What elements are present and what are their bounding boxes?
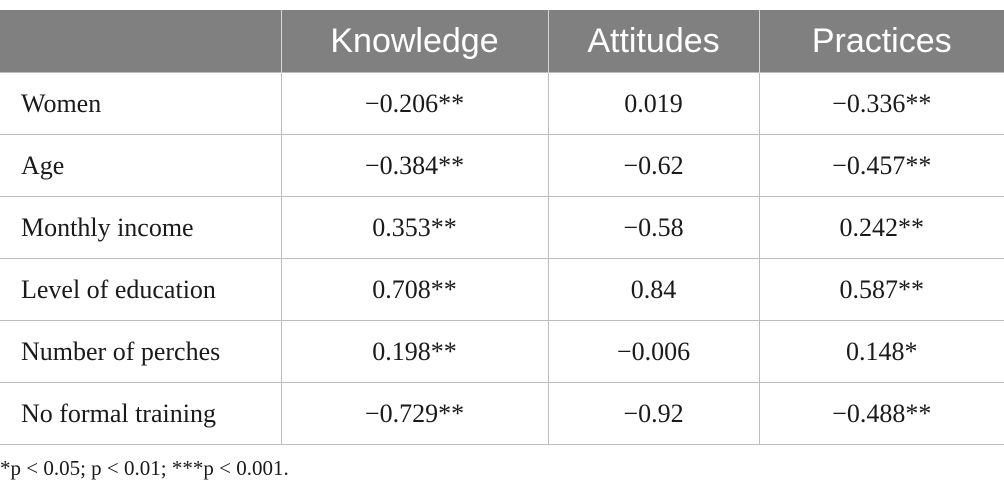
table-header-row: Knowledge Attitudes Practices	[0, 10, 1004, 73]
table-row: No formal training −0.729** −0.92 −0.488…	[0, 382, 1004, 445]
practices-value: −0.488**	[758, 382, 1004, 445]
practices-value: 0.587**	[758, 258, 1004, 321]
correlation-table: Knowledge Attitudes Practices Women −0.2…	[0, 10, 1004, 445]
row-label: Women	[0, 72, 282, 135]
row-label: Level of education	[0, 258, 282, 321]
knowledge-value: −0.729**	[280, 382, 549, 445]
knowledge-value: 0.198**	[280, 320, 549, 383]
attitudes-value: −0.006	[547, 320, 760, 383]
attitudes-value: −0.58	[547, 196, 760, 259]
header-cell-knowledge: Knowledge	[280, 10, 549, 73]
table-row: Age −0.384** −0.62 −0.457**	[0, 134, 1004, 197]
header-cell-practices: Practices	[758, 10, 1004, 73]
attitudes-value: 0.019	[547, 72, 760, 135]
attitudes-value: −0.62	[547, 134, 760, 197]
knowledge-value: −0.206**	[280, 72, 549, 135]
row-label: Number of perches	[0, 320, 282, 383]
attitudes-value: −0.92	[547, 382, 760, 445]
knowledge-value: 0.708**	[280, 258, 549, 321]
header-cell-attitudes: Attitudes	[547, 10, 760, 73]
knowledge-value: 0.353**	[280, 196, 549, 259]
row-label: Age	[0, 134, 282, 197]
table-footnote: *p < 0.05; p < 0.01; ***p < 0.001.	[0, 456, 289, 480]
table-row: Women −0.206** 0.019 −0.336**	[0, 72, 1004, 135]
data-table-container: Knowledge Attitudes Practices Women −0.2…	[0, 10, 1004, 445]
table-row: Level of education 0.708** 0.84 0.587**	[0, 258, 1004, 321]
practices-value: 0.242**	[758, 196, 1004, 259]
row-label: No formal training	[0, 382, 282, 445]
row-label: Monthly income	[0, 196, 282, 259]
attitudes-value: 0.84	[547, 258, 760, 321]
table-row: Monthly income 0.353** −0.58 0.242**	[0, 196, 1004, 259]
practices-value: −0.336**	[758, 72, 1004, 135]
table-row: Number of perches 0.198** −0.006 0.148*	[0, 320, 1004, 383]
practices-value: 0.148*	[758, 320, 1004, 383]
knowledge-value: −0.384**	[280, 134, 549, 197]
practices-value: −0.457**	[758, 134, 1004, 197]
header-cell-empty	[0, 10, 282, 73]
